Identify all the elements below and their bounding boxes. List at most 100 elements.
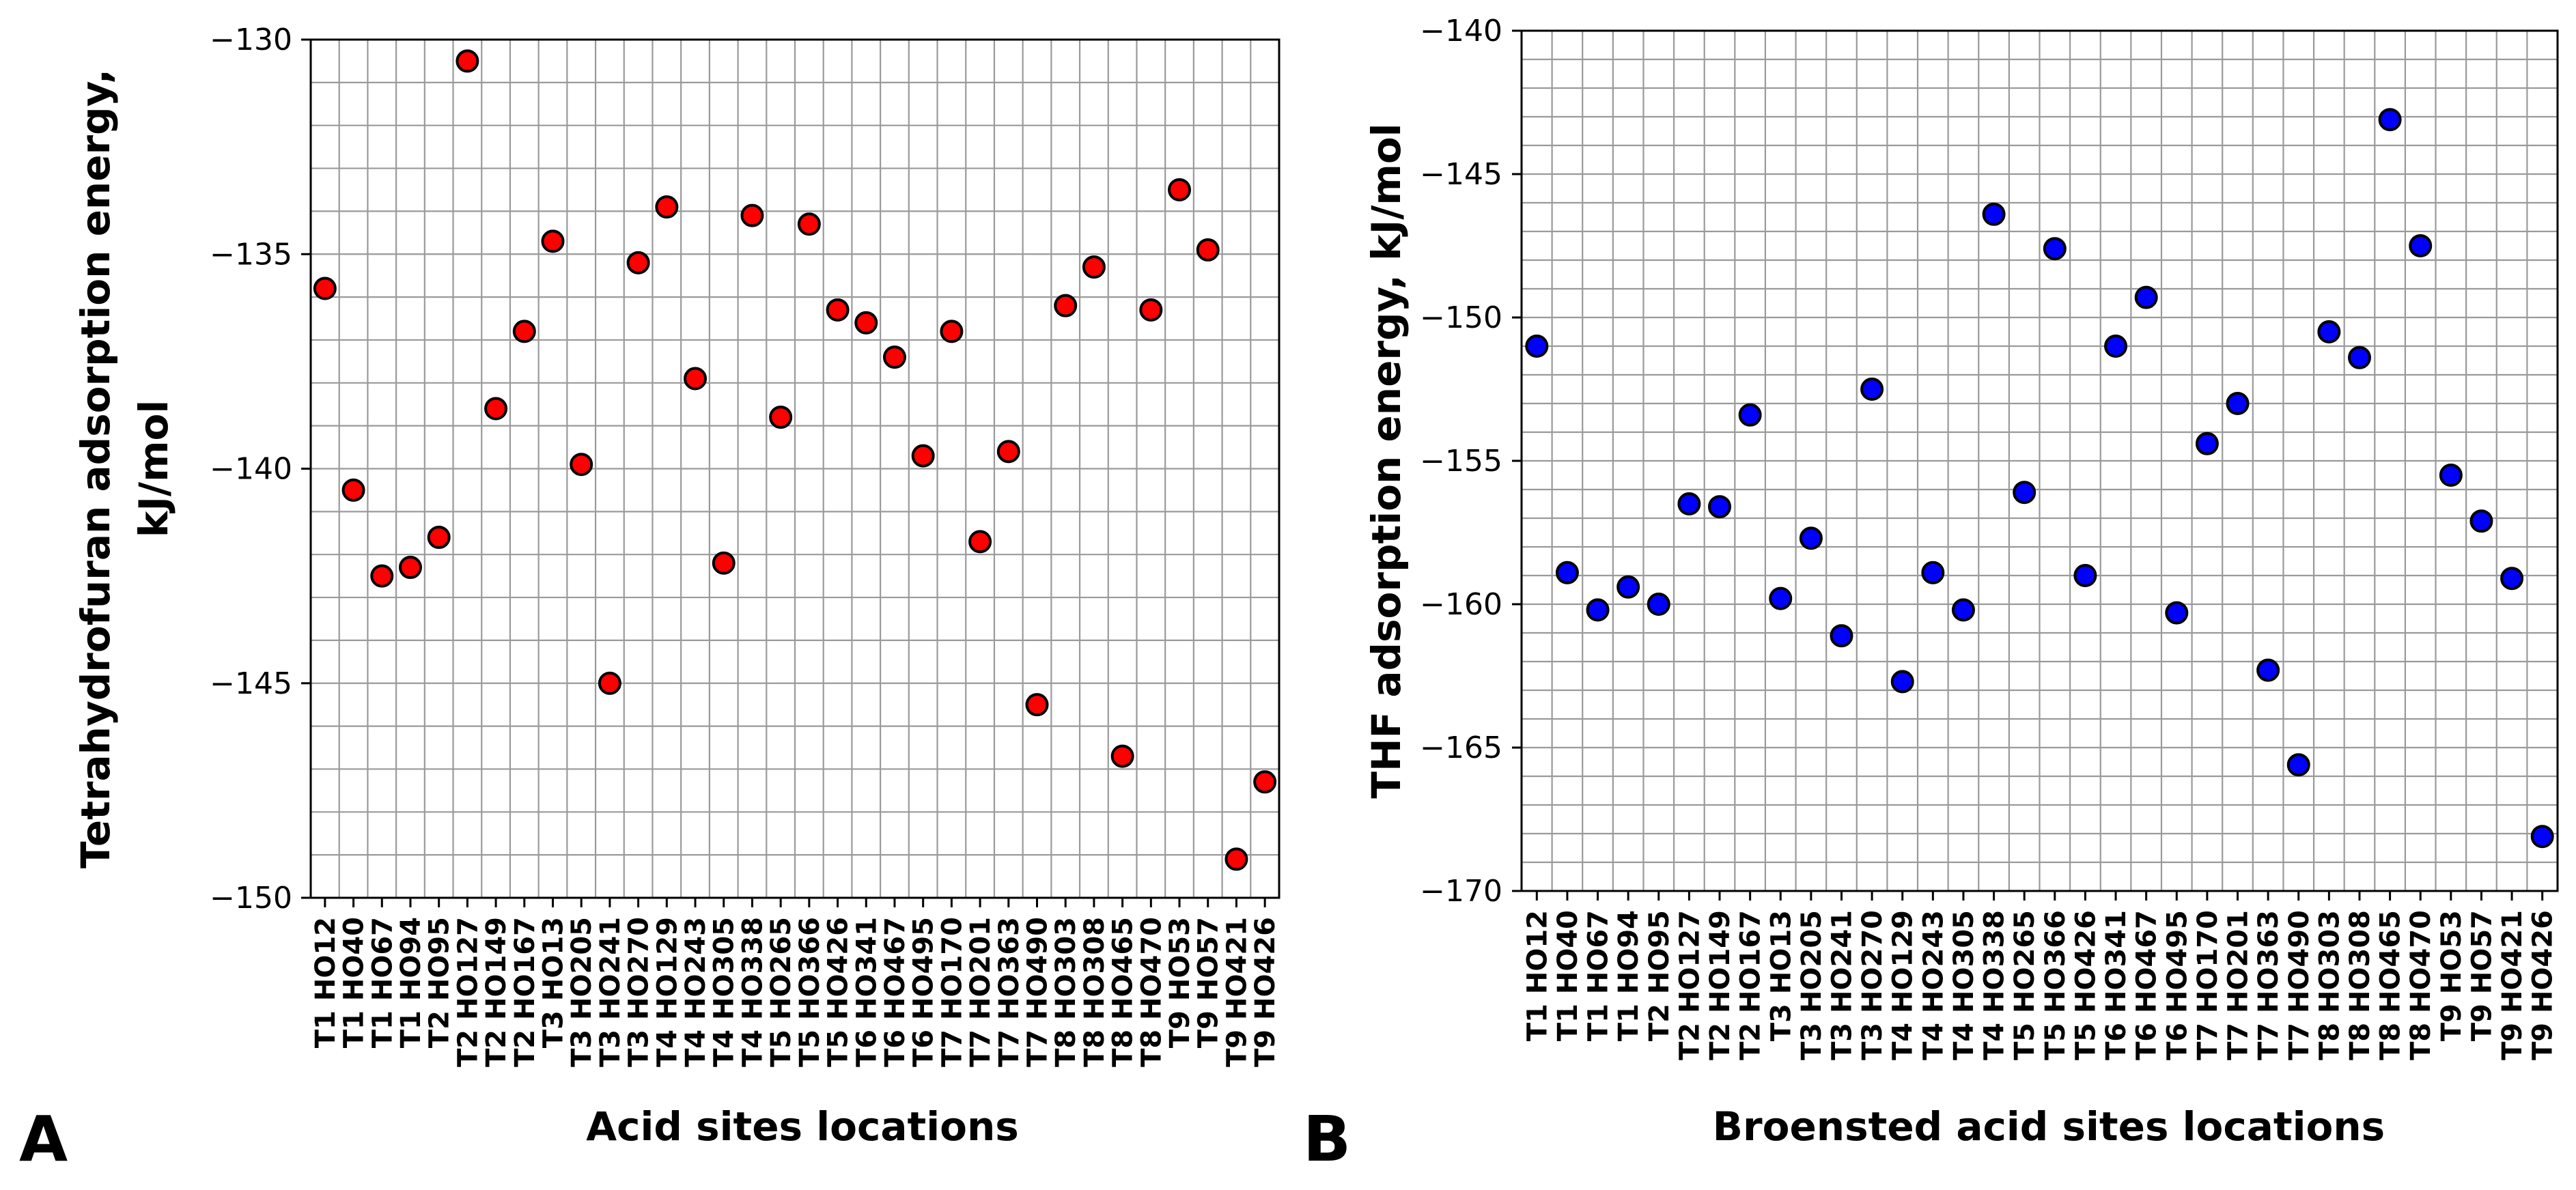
x-tick-label: T5 HO366 <box>2040 910 2071 1060</box>
x-tick-label: T9 HO57 <box>2466 910 2497 1041</box>
y-tick-label: −170 <box>1420 874 1502 909</box>
x-tick-label: T2 HO149 <box>1705 910 1736 1060</box>
data-point <box>1110 744 1134 768</box>
x-tick-label: T9 HO421 <box>1221 917 1252 1067</box>
x-tick-label: T1 HO67 <box>367 917 398 1048</box>
data-point <box>940 320 964 343</box>
data-point <box>1555 561 1579 584</box>
data-point <box>598 671 621 695</box>
grid <box>309 38 1280 899</box>
data-point <box>968 530 992 554</box>
x-tick-label: T3 HO270 <box>1857 910 1888 1060</box>
data-point <box>2013 481 2036 505</box>
x-tick-label: T6 HO495 <box>908 917 940 1067</box>
x-tick-label: T6 HO467 <box>2131 910 2163 1060</box>
x-tick-label: T8 HO303 <box>2314 910 2345 1060</box>
x-axis-label: Broensted acid sites locations <box>1713 1103 2385 1150</box>
data-point <box>2530 825 2554 849</box>
x-tick-label: T3 HO205 <box>566 917 598 1067</box>
data-point <box>1677 492 1701 515</box>
x-tick-label: T1 HO40 <box>1552 910 1584 1041</box>
x-tick-label: T9 HO53 <box>2436 910 2467 1041</box>
data-point <box>2043 237 2067 261</box>
panel-label: B <box>1303 1103 1351 1176</box>
data-point <box>684 367 708 391</box>
x-tick-label: T4 HO305 <box>709 917 740 1067</box>
y-tick-label: −145 <box>210 666 292 701</box>
x-tick-label: T7 HO363 <box>2253 910 2284 1060</box>
x-tick-label: T2 HO167 <box>1735 910 1767 1060</box>
x-tick-label: T6 HO495 <box>2161 910 2193 1060</box>
y-axis-label: kJ/mol <box>130 400 177 538</box>
data-point <box>1769 586 1793 610</box>
data-point <box>1025 693 1049 717</box>
x-tick-label: T2 HO127 <box>452 917 484 1067</box>
x-tick-label: T5 HO426 <box>823 917 854 1067</box>
data-point <box>2378 108 2402 132</box>
y-tick-label: −130 <box>210 23 292 57</box>
x-tick-label: T3 HO241 <box>595 917 626 1067</box>
data-point <box>1860 378 1884 401</box>
data-point <box>854 311 878 335</box>
x-tick-label: T6 HO467 <box>880 917 911 1067</box>
data-point <box>2226 392 2250 415</box>
x-tick-label: T1 HO12 <box>310 917 341 1048</box>
y-tick-label: −150 <box>210 881 292 916</box>
x-tick-label: T4 HO129 <box>1888 910 1919 1060</box>
data-point <box>341 478 365 502</box>
y-axis-label: Tetrahydrofuran adsorption energy, <box>72 69 119 868</box>
x-tick-label: T4 HO243 <box>680 917 712 1067</box>
x-tick-label: T1 HO12 <box>1522 910 1553 1041</box>
x-tick-label: T5 HO265 <box>766 917 797 1067</box>
x-tick-label: T1 HO40 <box>339 917 370 1048</box>
data-point <box>882 345 906 369</box>
data-point <box>2409 234 2433 257</box>
data-point <box>512 320 536 343</box>
data-point <box>1799 526 1823 550</box>
data-point <box>1168 178 1192 201</box>
data-point <box>370 564 394 588</box>
x-tick-label: T8 HO308 <box>1079 917 1110 1067</box>
data-point <box>1224 847 1248 871</box>
data-point <box>1830 624 1853 648</box>
x-tick-label: T9 HO57 <box>1193 917 1224 1048</box>
x-tick-label: T2 HO95 <box>424 917 456 1048</box>
x-tick-label: T3 HO205 <box>1796 910 1828 1060</box>
y-tick-label: −165 <box>1420 731 1502 765</box>
x-tick-label: T8 HO470 <box>1136 917 1167 1067</box>
data-point <box>1982 202 2006 226</box>
data-point <box>398 556 422 580</box>
data-point <box>712 551 736 575</box>
x-tick-label: T7 HO490 <box>2284 910 2315 1060</box>
x-tick-label: T1 HO94 <box>395 917 427 1048</box>
x-tick-label: T2 HO95 <box>1644 910 1675 1041</box>
y-axis-label: THF adsorption energy, kJ/mol <box>1363 123 1410 798</box>
data-point <box>456 49 479 73</box>
data-point <box>1253 770 1277 794</box>
data-point <box>313 277 337 300</box>
x-tick-label: T8 HO303 <box>1050 917 1082 1067</box>
x-tick-label: T7 HO170 <box>2192 910 2224 1060</box>
data-point <box>655 195 679 219</box>
data-point <box>911 444 935 468</box>
x-tick-label: T8 HO465 <box>2375 910 2407 1060</box>
x-tick-label: T6 HO341 <box>2101 910 2132 1060</box>
x-tick-label: T5 HO265 <box>2009 910 2041 1060</box>
y-tick-label: −140 <box>210 452 292 487</box>
data-point <box>427 526 451 550</box>
x-tick-label: T4 HO305 <box>1948 910 1980 1060</box>
data-point <box>2439 464 2463 487</box>
x-tick-label: T4 HO338 <box>1979 910 2011 1060</box>
data-point <box>1616 575 1640 599</box>
x-tick-label: T4 HO338 <box>737 917 768 1067</box>
data-point <box>1708 495 1732 519</box>
data-point <box>1054 294 1078 317</box>
data-point <box>570 453 593 477</box>
x-tick-label: T1 HO67 <box>1583 910 1614 1041</box>
x-tick-label: T8 HO465 <box>1108 917 1139 1067</box>
data-point <box>1196 238 1220 261</box>
data-point <box>1738 403 1762 427</box>
